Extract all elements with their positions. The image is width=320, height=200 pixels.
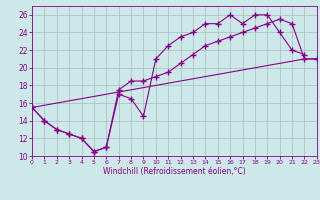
X-axis label: Windchill (Refroidissement éolien,°C): Windchill (Refroidissement éolien,°C) [103,167,246,176]
